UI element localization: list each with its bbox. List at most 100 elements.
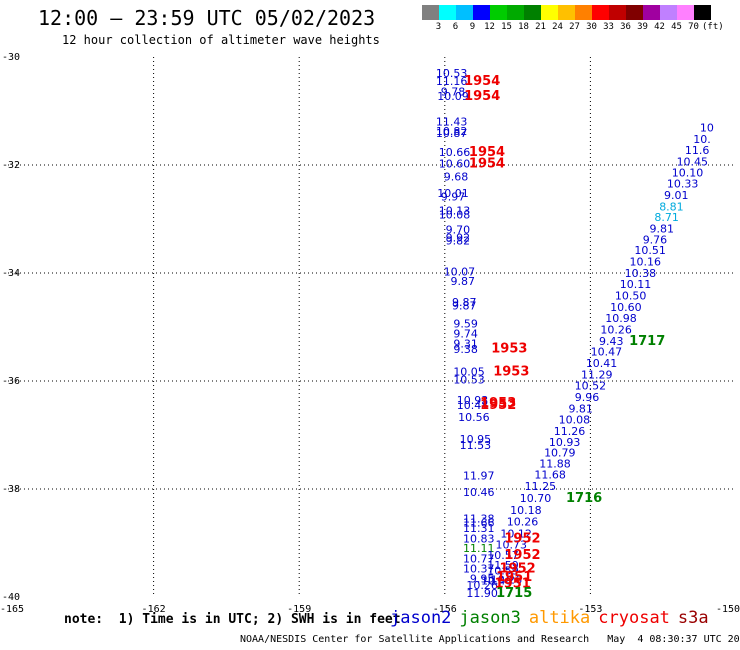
legend-swatch [490,5,507,20]
legend-swatch-label: 18 [518,22,529,32]
pass-time-label: 1952 [500,562,536,577]
wave-height-value: 9.01 [664,189,689,202]
wave-height-value: 9.87 [451,275,476,288]
x-tick-label: -162 [142,604,166,615]
wave-height-value: 10.12 [500,528,532,541]
page-subtitle: 12 hour collection of altimeter wave hei… [62,33,380,47]
legend-swatch [558,5,575,20]
wave-height-value: 9.43 [599,335,624,348]
wave-height-value: 10.48 [481,575,513,588]
wave-height-value: 11.6 [685,144,710,157]
wave-height-value: 9.59 [453,318,478,331]
wave-height-value: 10.57 [487,549,519,562]
legend-swatch [592,5,609,20]
wave-height-value: 9.87 [452,296,477,309]
x-tick-label: -156 [433,604,457,615]
pass-time-label: 1953 [491,341,527,356]
pass-time-label: 1716 [566,491,602,506]
note-text: note: 1) Time is in UTC; 2) SWH is in fe… [64,612,401,627]
wave-height-value: 9.95 [470,572,495,585]
legend-swatch-label: 45 [671,22,682,32]
wave-height-value: 11.88 [539,457,571,470]
wave-height-value: 11.59 [487,559,519,572]
wave-height-value: 10.47 [591,346,623,359]
wave-height-value: 8.71 [654,211,679,224]
x-tick-label: -150 [716,604,740,615]
wave-height-value: 9.31 [453,338,478,351]
wave-height-value: 10.08 [439,208,471,221]
wave-height-value: 10.41 [586,357,618,370]
wave-height-value: 9.74 [453,327,478,340]
wave-height-value: 10.46 [463,486,495,499]
legend-swatch [609,5,626,20]
wave-height-value: 9.70 [446,224,471,237]
wave-height-value: 8.81 [659,200,684,213]
wave-height-value: 9.82 [446,234,471,247]
legend-swatch-label: 9 [469,22,476,32]
wave-height-value: 10.05 [453,366,485,379]
pass-time-label: 1953 [480,396,516,411]
legend-swatch-label: 6 [452,22,459,32]
legend-swatch-label: 12 [484,22,495,32]
wave-height-value: 11.25 [525,480,557,493]
wave-height-value: 10.59 [487,564,519,577]
pass-time-label: 1954 [464,89,500,104]
wave-height-value: 9.38 [453,343,478,356]
wave-height-value: 10.26 [600,323,632,336]
wave-height-value: 10.87 [436,127,468,140]
wave-height-value: 10.95 [460,433,492,446]
wave-height-value: 10.38 [625,267,657,280]
wave-height-value: 10.70 [520,492,552,505]
legend-swatch-label: 15 [501,22,512,32]
x-tick-label: -159 [287,604,311,615]
legend-swatch-label: 33 [603,22,614,32]
legend-swatch [541,5,558,20]
satellite-legend: jason2 jason3 altika cryosat s3a [390,608,717,628]
wave-height-value: 9.76 [643,233,668,246]
pass-time-label: 1952 [480,398,516,413]
wave-height-value: 10.09 [437,90,469,103]
x-tick-label: -153 [578,604,602,615]
wave-height-value: 10.26 [466,579,498,592]
legend-swatch [456,5,473,20]
wave-height-value: 10.51 [634,244,666,257]
legend-swatch [660,5,677,20]
pass-time-label: 1952 [504,531,540,546]
y-tick-label: -34 [2,268,20,279]
y-tick-label: -36 [2,376,20,387]
satellite-label-s3a: s3a [677,608,709,628]
legend-swatch [439,5,456,20]
legend-swatch-label: 42 [654,22,665,32]
wave-height-value: 11.53 [460,439,492,452]
wave-height-value: 10.93 [457,394,489,407]
wave-height-value: 10.16 [629,255,661,268]
legend-swatch-label: 70 [688,22,699,32]
legend-swatch [507,5,524,20]
footer-credit: NOAA/NESDIS Center for Satellite Applica… [240,634,740,645]
satellite-label-jason3: jason3 [459,608,521,628]
legend-swatch [677,5,694,20]
legend-swatch-label: 39 [637,22,648,32]
wave-height-value: 9.81 [568,402,593,415]
wave-height-value: 9.96 [575,391,600,404]
legend-swatch [473,5,490,20]
wave-height-value: 11.43 [436,116,468,129]
wave-height-value: 10.48 [457,399,489,412]
legend-swatch [643,5,660,20]
wave-height-value: 9.92 [446,232,471,245]
y-tick-label: -32 [2,160,20,171]
wave-height-value: 10 [700,122,714,135]
legend-swatch [694,5,711,20]
wave-height-value: 11.26 [554,425,586,438]
y-tick-label: -30 [2,52,20,63]
wave-height-value: 10.79 [544,447,576,460]
wave-height-value: 10.77 [463,552,495,565]
wave-height-value: 11.97 [463,469,495,482]
satellite-label-cryosat: cryosat [598,608,670,628]
wave-height-value: 10.53 [436,67,468,80]
pass-time-label: 1954 [469,157,505,172]
wave-height-value: 10.10 [672,166,704,179]
wave-height-value: 11.68 [534,469,566,482]
y-tick-label: -40 [2,592,20,603]
wave-height-value: 10.07 [444,266,476,279]
